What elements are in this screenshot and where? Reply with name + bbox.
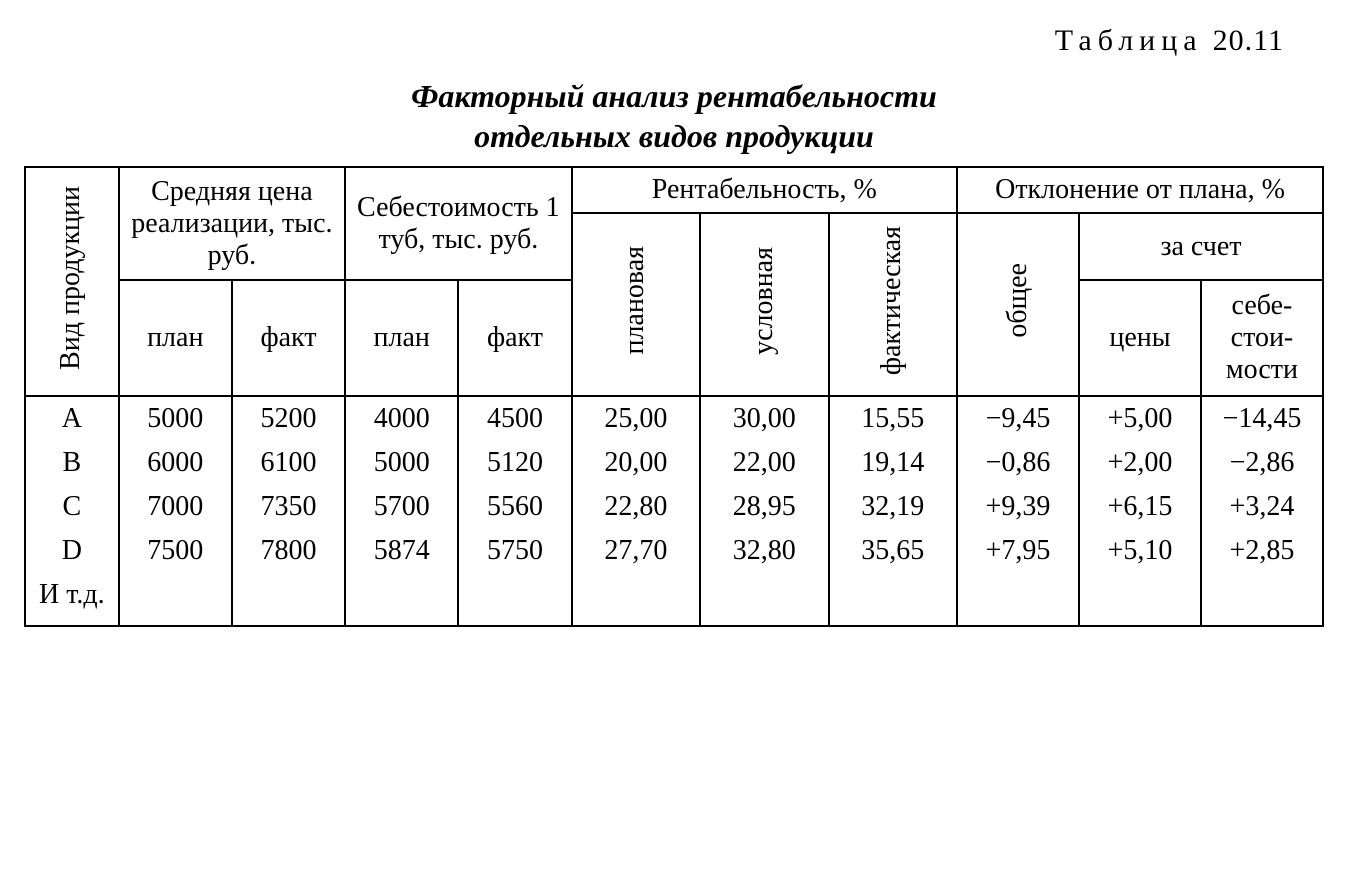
cell-cost-plan: 5700 [345,485,458,529]
cell-rent-plan: 25,00 [572,396,700,441]
th-planned: плановая [572,213,700,396]
cell-price-fact: 6100 [232,441,345,485]
th-total: общее [957,213,1079,396]
th-product-type: Вид продукции [25,167,119,396]
cell-dev-total: −9,45 [957,396,1079,441]
th-price-plan: план [119,280,232,396]
cell-rent-fact [829,573,957,626]
cell-price-fact: 7350 [232,485,345,529]
table-row: B600061005000512020,0022,0019,14−0,86+2,… [25,441,1323,485]
table-head: Вид продукции Средняя цена реализации, т… [25,167,1323,396]
row-label: B [25,441,119,485]
th-avg-price: Средняя цена реализации, тыс. руб. [119,167,345,280]
cell-dev-cost: +2,85 [1201,529,1323,573]
table-label: Таблица 20.11 [24,24,1284,58]
th-dev-cost: себе-стои-мости [1201,280,1323,396]
cell-dev-cost [1201,573,1323,626]
cell-cost-fact: 5750 [458,529,571,573]
cell-dev-cost: −14,45 [1201,396,1323,441]
cell-rent-plan: 22,80 [572,485,700,529]
cell-rent-plan: 20,00 [572,441,700,485]
th-actual: фактическая [829,213,957,396]
cell-dev-cost: +3,24 [1201,485,1323,529]
cell-price-plan: 5000 [119,396,232,441]
cell-dev-total: −0,86 [957,441,1079,485]
table-label-number: 20.11 [1213,24,1284,57]
title-line-1: Факторный анализ рентабельности [411,78,937,114]
table-row: D750078005874575027,7032,8035,65+7,95+5,… [25,529,1323,573]
table-title: Факторный анализ рентабельности отдельны… [24,76,1324,156]
th-due-to: за счет [1079,213,1323,280]
cell-cost-fact: 5560 [458,485,571,529]
row-label: A [25,396,119,441]
cell-price-plan: 7500 [119,529,232,573]
th-cost-fact: факт [458,280,571,396]
cell-rent-fact: 19,14 [829,441,957,485]
cell-rent-cond: 32,80 [700,529,828,573]
th-profitability: Рентабельность, % [572,167,957,213]
table-row: И т.д. [25,573,1323,626]
cell-price-fact: 7800 [232,529,345,573]
page: Таблица 20.11 Факторный анализ рентабельн… [0,0,1348,880]
table-row: A500052004000450025,0030,0015,55−9,45+5,… [25,396,1323,441]
cell-price-plan: 6000 [119,441,232,485]
cell-rent-cond [700,573,828,626]
cell-price-plan: 7000 [119,485,232,529]
cell-rent-cond: 30,00 [700,396,828,441]
cell-cost-plan: 5000 [345,441,458,485]
cell-rent-fact: 32,19 [829,485,957,529]
cell-dev-price: +2,00 [1079,441,1201,485]
th-cost: Себестоимость 1 туб, тыс. руб. [345,167,571,280]
th-dev-price: цены [1079,280,1201,396]
cell-rent-fact: 35,65 [829,529,957,573]
th-dev-cost-text: себе-стои-мости [1226,290,1298,385]
cell-dev-price [1079,573,1201,626]
th-deviation: Отклонение от плана, % [957,167,1323,213]
cell-cost-fact: 4500 [458,396,571,441]
cell-cost-fact [458,573,571,626]
cell-dev-price: +5,10 [1079,529,1201,573]
data-table: Вид продукции Средняя цена реализации, т… [24,166,1324,627]
table-body: A500052004000450025,0030,0015,55−9,45+5,… [25,396,1323,626]
row-label: И т.д. [25,573,119,626]
cell-cost-plan: 5874 [345,529,458,573]
cell-dev-price: +6,15 [1079,485,1201,529]
cell-dev-total: +7,95 [957,529,1079,573]
table-label-prefix: Таблица [1055,24,1203,57]
cell-cost-plan: 4000 [345,396,458,441]
th-price-fact: факт [232,280,345,396]
th-conditional: условная [700,213,828,396]
cell-dev-total [957,573,1079,626]
cell-rent-plan: 27,70 [572,529,700,573]
cell-cost-fact: 5120 [458,441,571,485]
table-row: C700073505700556022,8028,9532,19+9,39+6,… [25,485,1323,529]
title-line-2: отдельных видов продукции [474,118,874,154]
cell-dev-price: +5,00 [1079,396,1201,441]
cell-rent-cond: 22,00 [700,441,828,485]
cell-rent-fact: 15,55 [829,396,957,441]
cell-rent-plan [572,573,700,626]
th-cost-plan: план [345,280,458,396]
cell-cost-plan [345,573,458,626]
cell-price-fact [232,573,345,626]
row-label: C [25,485,119,529]
cell-dev-cost: −2,86 [1201,441,1323,485]
cell-rent-cond: 28,95 [700,485,828,529]
cell-price-fact: 5200 [232,396,345,441]
cell-dev-total: +9,39 [957,485,1079,529]
row-label: D [25,529,119,573]
cell-price-plan [119,573,232,626]
